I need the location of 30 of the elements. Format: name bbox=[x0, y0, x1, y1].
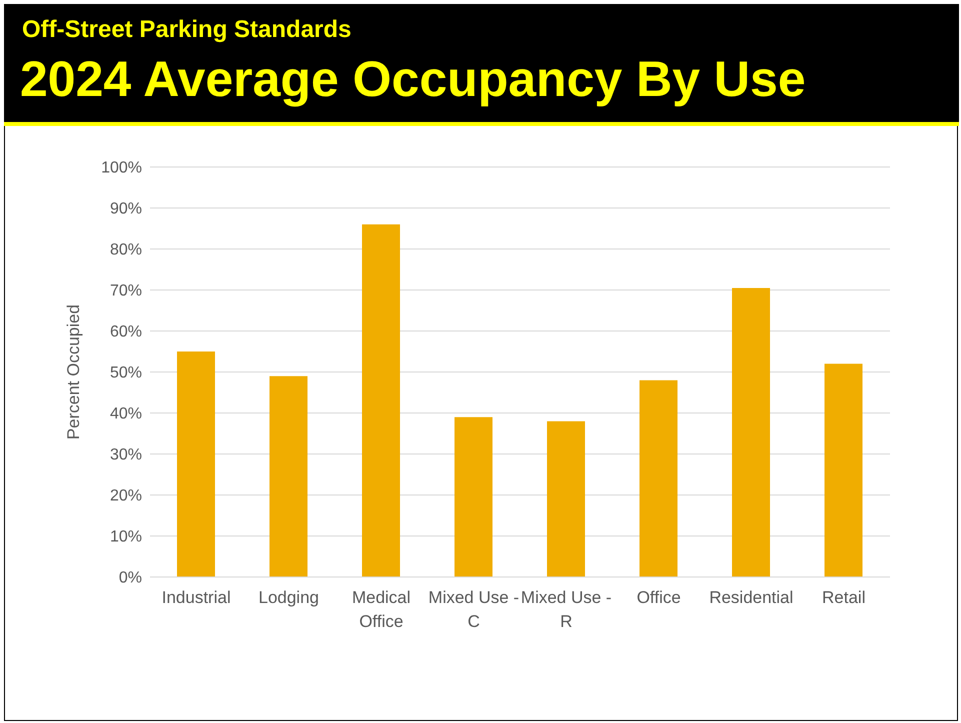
y-tick-label: 30% bbox=[110, 446, 142, 464]
y-tick-label: 40% bbox=[110, 406, 142, 423]
y-tick-label: 80% bbox=[110, 242, 142, 259]
bar bbox=[824, 364, 862, 577]
x-tick-label: Lodging bbox=[258, 588, 320, 607]
bar bbox=[177, 352, 215, 577]
x-tick-label: Mixed Use - R bbox=[520, 588, 612, 631]
bar bbox=[270, 376, 308, 577]
y-tick-label: 60% bbox=[110, 324, 142, 341]
bar bbox=[362, 224, 400, 577]
y-tick-label: 0% bbox=[118, 570, 142, 587]
bar bbox=[640, 380, 678, 577]
x-tick-label: Office bbox=[636, 588, 681, 607]
x-tick-label: Industrial bbox=[162, 588, 231, 607]
chart-title: 2024 Average Occupancy By Use bbox=[20, 50, 806, 108]
y-tick-label: 10% bbox=[110, 528, 142, 546]
x-tick-label: Residential bbox=[709, 588, 794, 607]
bar bbox=[454, 417, 492, 577]
y-tick-label: 20% bbox=[110, 488, 142, 505]
y-tick-label: 100% bbox=[101, 160, 142, 177]
y-axis-title: Percent Occupied bbox=[64, 304, 84, 440]
bar bbox=[732, 288, 770, 577]
chart-subtitle: Off-Street Parking Standards bbox=[22, 16, 352, 44]
x-tick-label: Mixed Use - C bbox=[428, 588, 520, 631]
x-tick-label: Retail bbox=[822, 588, 866, 607]
bar bbox=[547, 421, 585, 577]
y-tick-label: 90% bbox=[110, 200, 142, 218]
y-tick-label: 50% bbox=[110, 364, 142, 382]
y-tick-label: 70% bbox=[110, 282, 142, 300]
x-tick-label: Medical Office bbox=[352, 588, 411, 631]
